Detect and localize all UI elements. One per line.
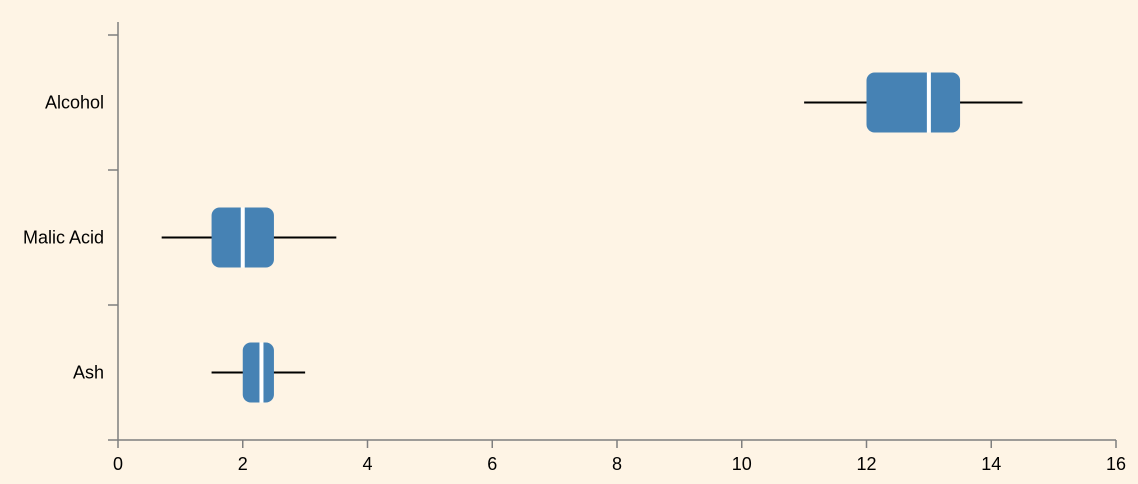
box-group bbox=[161, 207, 337, 268]
boxes bbox=[161, 72, 1023, 403]
y-category-label: Ash bbox=[73, 363, 104, 383]
box-group bbox=[211, 342, 306, 403]
box-group bbox=[804, 72, 1023, 133]
x-tick-label: 8 bbox=[612, 454, 622, 474]
x-tick-label: 10 bbox=[732, 454, 752, 474]
x-tick-label: 12 bbox=[856, 454, 876, 474]
x-tick-label: 0 bbox=[113, 454, 123, 474]
x-tick-label: 16 bbox=[1106, 454, 1126, 474]
x-tick-label: 2 bbox=[238, 454, 248, 474]
x-tick-label: 6 bbox=[487, 454, 497, 474]
y-category-label: Malic Acid bbox=[23, 228, 104, 248]
x-tick-label: 4 bbox=[362, 454, 372, 474]
box-iqr bbox=[242, 342, 274, 403]
y-category-label: Alcohol bbox=[45, 93, 104, 113]
axes: 0 2 4 6 8 10 12 14 16 Alcohol Malic Acid Ash bbox=[23, 22, 1126, 474]
x-tick-label: 14 bbox=[981, 454, 1001, 474]
box-iqr bbox=[866, 72, 961, 133]
